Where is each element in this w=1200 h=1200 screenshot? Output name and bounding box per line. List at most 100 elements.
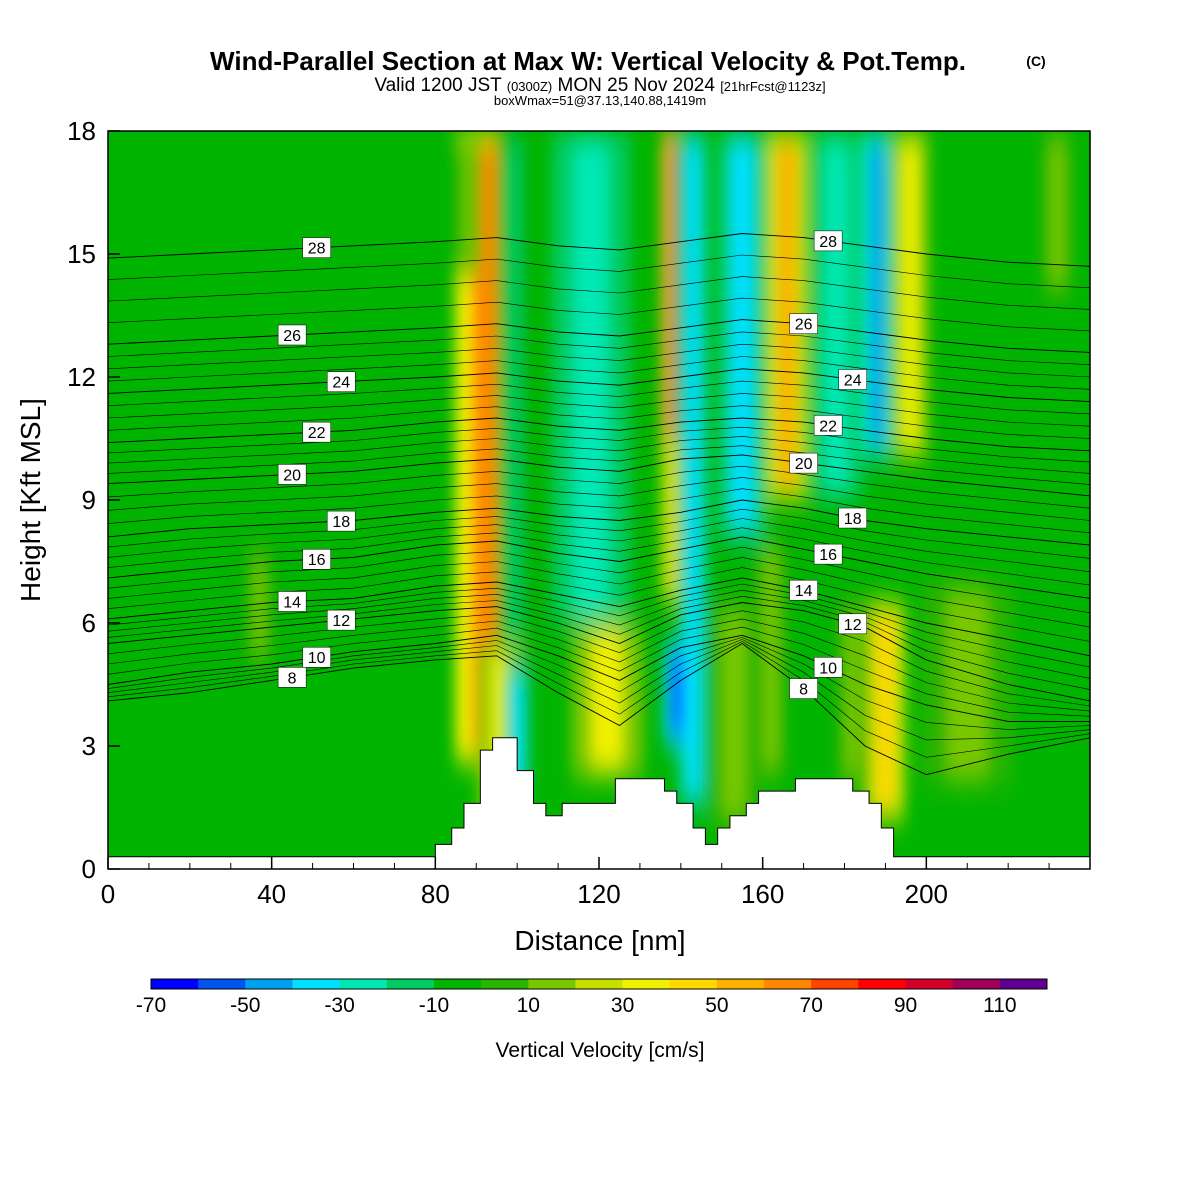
- x-tick-label: 80: [421, 879, 450, 909]
- isentrope-label: 28: [813, 230, 843, 252]
- isentrope-line: [108, 488, 1090, 534]
- isentrope-line: [108, 595, 1090, 690]
- isentrope-label-text: 26: [795, 317, 813, 334]
- isentrope-label: 20: [277, 464, 307, 485]
- velocity-cell: [947, 592, 988, 777]
- colorbar-tick-label: 90: [894, 994, 917, 1017]
- colorbar-swatch: [622, 979, 671, 989]
- chart-title: Wind-Parallel Section at Max W: Vertical…: [210, 46, 966, 76]
- isentrope-line: [108, 393, 1090, 427]
- isentrope-line: [108, 557, 1090, 628]
- isentrope-line: [108, 368, 1090, 403]
- isentrope-label-text: 22: [819, 418, 837, 435]
- isentrope-label: 26: [789, 313, 818, 334]
- y-axis-label: Height [Kft MSL]: [15, 398, 46, 602]
- isentrope-line: [108, 499, 1090, 546]
- isentrope-label: 8: [277, 667, 307, 688]
- x-tick-label: 120: [577, 879, 620, 909]
- isentrope-line: [108, 297, 1090, 332]
- isentrope-line: [108, 426, 1090, 463]
- velocity-cell: [730, 141, 754, 531]
- isentrope-label-text: 28: [819, 234, 837, 251]
- colorbar-swatch: [669, 979, 718, 989]
- colorbar-swatch: [339, 979, 388, 989]
- isentrope-label: 8: [789, 678, 818, 699]
- velocity-cell: [722, 612, 746, 818]
- isentrope-line: [108, 436, 1090, 474]
- isentrope-label: 16: [302, 548, 331, 570]
- isentrope-label-text: 22: [308, 425, 326, 442]
- isentrope-line: [108, 508, 1090, 559]
- y-tick-label: 0: [82, 854, 96, 884]
- y-tick-label: 15: [67, 239, 96, 269]
- isentrope-line: [108, 343, 1090, 378]
- x-tick-label: 160: [741, 879, 784, 909]
- velocity-cell: [471, 141, 498, 753]
- isentrope-line: [108, 477, 1090, 521]
- isentrope-label: 24: [838, 369, 867, 390]
- velocity-cell: [573, 141, 609, 613]
- velocity-cell: [845, 612, 860, 777]
- y-tick-label: 3: [82, 731, 96, 761]
- colorbar-label: Vertical Velocity [cm/s]: [496, 1039, 705, 1062]
- colorbar-tick-label: 50: [705, 994, 728, 1017]
- isentrope-label: 20: [789, 452, 818, 474]
- isentrope-line: [108, 546, 1090, 614]
- colorbar-frame: [150, 978, 1048, 990]
- valid-time-line: Valid 1200 JST (0300Z) MON 25 Nov 2024 […: [374, 75, 825, 96]
- isentrope-line: [108, 536, 1090, 599]
- isentrope-label-text: 14: [283, 594, 301, 611]
- isentrope-line: [108, 233, 1090, 267]
- colorbar-tick-label: 110: [983, 994, 1016, 1017]
- isentrope-line: [108, 445, 1090, 485]
- isentrope-label: 12: [838, 613, 867, 635]
- colorbar-swatch: [764, 979, 812, 989]
- velocity-cell: [462, 149, 474, 265]
- colorbar-swatch: [528, 979, 576, 989]
- colorbar-swatch: [575, 979, 624, 989]
- isentrope-line: [108, 465, 1090, 509]
- colorbar-swatch: [481, 979, 529, 989]
- isentrope-label-text: 18: [332, 514, 350, 531]
- isentrope-line: [108, 527, 1090, 586]
- isentrope-line: [108, 276, 1090, 310]
- colorbar-swatch: [433, 979, 482, 989]
- isentrope-line: [108, 254, 1090, 289]
- isentrope-line: [108, 626, 1090, 717]
- colorbar-tick-label: -70: [136, 994, 166, 1017]
- colorbar-swatch: [198, 979, 246, 989]
- isentrope-label: 18: [838, 507, 867, 529]
- y-tick-label: 6: [82, 608, 96, 638]
- isentrope-label-text: 8: [288, 670, 297, 687]
- colorbar-swatch: [245, 979, 293, 989]
- x-axis-label: Distance [nm]: [514, 925, 685, 956]
- colorbar-tick-label: 30: [611, 994, 634, 1017]
- colorbar-tick-label: 10: [517, 994, 540, 1017]
- x-tick-label: 0: [101, 879, 115, 909]
- colorbar-swatch: [151, 979, 199, 989]
- isentrope-label-text: 10: [819, 660, 837, 677]
- copyright-mark: (C): [1026, 53, 1045, 69]
- y-tick-label: 12: [67, 362, 96, 392]
- forecast-info: [21hrFcst@1123z]: [720, 79, 825, 94]
- velocity-cell: [876, 612, 895, 810]
- isentrope-label: 14: [277, 591, 307, 612]
- isentrope-label: 10: [813, 657, 843, 678]
- isentrope-label: 16: [813, 543, 843, 565]
- isentrope-label-text: 12: [332, 613, 350, 630]
- velocity-cell: [778, 141, 796, 490]
- colorbar-swatch: [999, 979, 1048, 989]
- isentrope-line: [108, 417, 1090, 452]
- colorbar-tick-label: -10: [419, 994, 449, 1017]
- colorbar: -70 -50 -30 -10 10 30 50 70 90 110: [136, 978, 1048, 1017]
- isentrope-label-text: 16: [819, 547, 837, 564]
- y-axis: 0 3 6 9 12 15 18: [67, 116, 120, 884]
- isentrope-label-text: 18: [844, 511, 862, 528]
- isentrope-label: 14: [789, 579, 818, 601]
- isentrope-line: [108, 331, 1090, 365]
- isentrope-label-text: 26: [283, 328, 301, 345]
- isentrope-label: 22: [302, 421, 331, 443]
- colorbar-swatch: [386, 979, 435, 989]
- isentrope-label-text: 10: [308, 650, 326, 667]
